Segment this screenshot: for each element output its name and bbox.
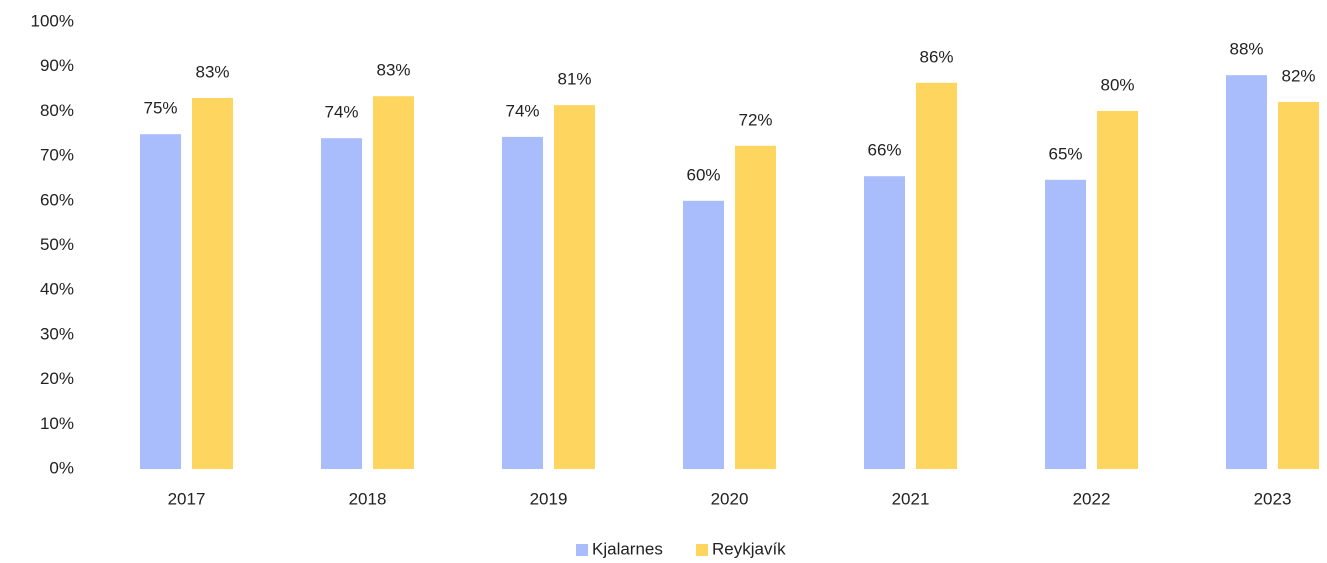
bar	[735, 145, 776, 469]
data-label: 60%	[686, 165, 720, 184]
y-tick-label: 10%	[40, 414, 74, 433]
data-label: 81%	[557, 70, 591, 89]
legend-label: Kjalarnes	[592, 539, 663, 558]
x-tick-label: 2018	[349, 489, 387, 508]
bar	[1226, 75, 1267, 470]
bar	[1278, 102, 1319, 469]
data-label: 66%	[867, 141, 901, 160]
x-tick-label: 2022	[1073, 489, 1111, 508]
y-tick-label: 40%	[40, 280, 74, 299]
data-label: 75%	[143, 99, 177, 118]
y-tick-label: 20%	[40, 369, 74, 388]
legend-label: Reykjavík	[712, 539, 786, 558]
x-tick-label: 2021	[892, 489, 930, 508]
x-tick-label: 2023	[1254, 489, 1292, 508]
data-label: 80%	[1100, 75, 1134, 94]
data-label: 83%	[376, 61, 410, 80]
data-label: 82%	[1281, 66, 1315, 85]
bar	[321, 138, 362, 469]
data-label: 65%	[1048, 144, 1082, 163]
data-label: 83%	[195, 62, 229, 81]
y-tick-label: 0%	[49, 458, 74, 477]
x-tick-label: 2019	[530, 489, 568, 508]
bar	[1045, 179, 1086, 469]
legend-swatch	[576, 544, 588, 556]
bar	[1097, 110, 1138, 469]
y-tick-label: 90%	[40, 56, 74, 75]
legend-swatch	[696, 544, 708, 556]
y-tick-label: 60%	[40, 190, 74, 209]
data-label: 88%	[1229, 40, 1263, 59]
data-label: 86%	[919, 47, 953, 66]
bar	[554, 105, 595, 469]
y-tick-label: 30%	[40, 324, 74, 343]
bar	[192, 97, 233, 470]
bar	[502, 136, 543, 469]
x-tick-label: 2020	[711, 489, 749, 508]
y-tick-label: 80%	[40, 101, 74, 120]
y-tick-label: 100%	[31, 11, 74, 30]
y-tick-label: 70%	[40, 146, 74, 165]
bar	[140, 134, 181, 469]
bar	[916, 82, 957, 470]
bar	[373, 96, 414, 470]
x-tick-label: 2017	[168, 489, 206, 508]
data-label: 74%	[505, 101, 539, 120]
data-label: 74%	[324, 103, 358, 122]
y-tick-label: 50%	[40, 235, 74, 254]
bar	[864, 176, 905, 469]
data-label: 72%	[738, 110, 772, 129]
bar	[683, 200, 724, 470]
